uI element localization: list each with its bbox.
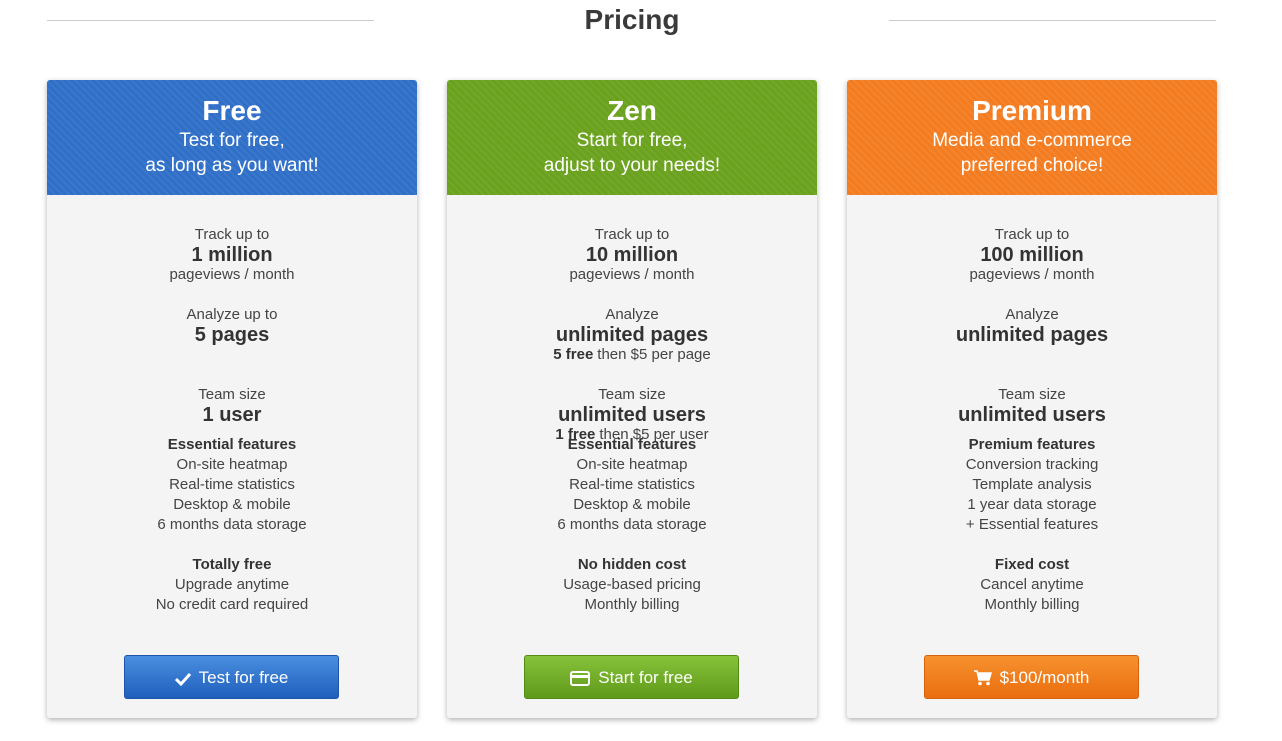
quota: Team size unlimited users 1 free then $5 pe… — [447, 355, 817, 443]
feature-item: No credit card required — [155, 596, 309, 613]
feature-group-title: Essential features — [567, 436, 697, 453]
quota-note-text: then $5 per page — [597, 346, 711, 363]
plan-tagline: Test for free, — [179, 130, 285, 151]
plan-header: Free Test for free, as long as you want! — [47, 80, 417, 195]
quota-value: 1 million — [191, 244, 273, 266]
plan-tagline: Media and e-commerce — [932, 130, 1132, 151]
feature-group: Essential features On-site heatmap Real-ti… — [447, 435, 817, 555]
plan-tagline: as long as you want! — [145, 155, 319, 176]
title-rule — [889, 20, 1216, 21]
plan-card: Premium Media and e-commerce preferred cho… — [847, 80, 1217, 718]
page-title: Pricing — [584, 4, 680, 35]
feature-item: On-site heatmap — [576, 456, 688, 473]
button-icon — [973, 670, 992, 686]
feature-group: Totally free Upgrade anytime No credit car… — [47, 555, 417, 635]
quota-note-text: then $5 per user — [599, 426, 709, 443]
plan-tagline: preferred choice! — [960, 155, 1104, 176]
feature-item: Real-time statistics — [569, 476, 695, 493]
feature-group: Premium features Conversion tracking Templ… — [847, 435, 1217, 555]
feature-group-title: Essential features — [167, 436, 297, 453]
quota-value: unlimited pages — [555, 324, 709, 346]
quota-label: Team size — [998, 386, 1066, 403]
quota-note: pageviews / month — [47, 265, 417, 285]
plan-button[interactable]: Start for free — [524, 655, 739, 699]
button-icon — [570, 671, 591, 686]
plan-name: Free — [202, 95, 262, 126]
quota-value: 100 million — [980, 244, 1084, 266]
button-icon — [174, 672, 191, 687]
quota: Team size unlimited users — [847, 355, 1217, 435]
quota-label: Team size — [198, 386, 266, 403]
plan-card: Zen Start for free, adjust to your needs! T… — [447, 80, 817, 718]
feature-item: Monthly billing — [584, 596, 680, 613]
quota-value: 1 user — [202, 404, 262, 426]
quota-value: unlimited users — [958, 404, 1106, 426]
quota-label: Analyze — [605, 306, 659, 323]
feature-group-title: Premium features — [968, 436, 1096, 453]
quota-label: Analyze — [1005, 306, 1059, 323]
feature-item: Usage-based pricing — [563, 576, 701, 593]
quota-note-bold: 1 free — [555, 426, 596, 443]
plan-header: Premium Media and e-commerce preferred cho… — [847, 80, 1217, 195]
plan-button-label: Start for free — [598, 668, 693, 687]
plan-card: Free Test for free, as long as you want! Tr… — [47, 80, 417, 718]
feature-item: Desktop & mobile — [573, 496, 691, 513]
quota: Team size 1 user — [47, 355, 417, 435]
feature-group-title: Fixed cost — [994, 556, 1070, 573]
quota-value: unlimited pages — [955, 324, 1109, 346]
quota-label: Team size — [598, 386, 666, 403]
feature-group-title: No hidden cost — [577, 556, 687, 573]
plan-button[interactable]: $100/month — [924, 655, 1139, 699]
quota-label: Track up to — [594, 226, 670, 243]
quota-value: 10 million — [585, 244, 679, 266]
plan-button[interactable]: Test for free — [124, 655, 339, 699]
quota-label: Analyze up to — [186, 306, 278, 323]
quota: Analyze unlimited pages 5 free then $5 per … — [447, 275, 817, 363]
feature-item: Cancel anytime — [980, 576, 1084, 593]
quota-note: pageviews / month — [447, 265, 817, 285]
quota-value: 5 pages — [194, 324, 270, 346]
quota-note: 5 free then $5 per page — [447, 345, 817, 365]
title-rule — [47, 20, 374, 21]
feature-item: Real-time statistics — [169, 476, 295, 493]
quota: Track up to 1 million pageviews / month — [47, 195, 417, 283]
feature-item: Conversion tracking — [965, 456, 1099, 473]
feature-item: Template analysis — [972, 476, 1092, 493]
plan-button-label: Test for free — [198, 668, 289, 687]
feature-group: No hidden cost Usage-based pricing Monthly… — [447, 555, 817, 635]
quota-note-text: pageviews / month — [969, 266, 1095, 283]
quota-note: 1 free then $5 per user — [447, 425, 817, 445]
feature-group: Fixed cost Cancel anytime Monthly billing — [847, 555, 1217, 635]
feature-item: Desktop & mobile — [173, 496, 291, 513]
quota-note-bold: 5 free — [553, 346, 594, 363]
quota-value: unlimited users — [558, 404, 706, 426]
quota: Analyze unlimited pages — [847, 275, 1217, 355]
quota-label: Track up to — [194, 226, 270, 243]
quota: Track up to 100 million pageviews / month — [847, 195, 1217, 283]
plan-tagline: Start for free, — [576, 130, 688, 151]
quota-note-text: pageviews / month — [569, 266, 695, 283]
feature-item: On-site heatmap — [176, 456, 288, 473]
feature-item: + Essential features — [965, 516, 1099, 533]
feature-item: Upgrade anytime — [174, 576, 290, 593]
plan-header: Zen Start for free, adjust to your needs! — [447, 80, 817, 195]
quota-label: Track up to — [994, 226, 1070, 243]
plan-name: Premium — [972, 95, 1092, 126]
quota-note-text: pageviews / month — [169, 266, 295, 283]
quota: Track up to 10 million pageviews / month — [447, 195, 817, 283]
quota-note: pageviews / month — [847, 265, 1217, 285]
feature-group: Essential features On-site heatmap Real-ti… — [47, 435, 417, 555]
plan-tagline: adjust to your needs! — [543, 155, 721, 176]
quota: Analyze up to 5 pages — [47, 275, 417, 355]
feature-item: Monthly billing — [984, 596, 1080, 613]
plan-button-label: $100/month — [999, 668, 1090, 687]
feature-item: 6 months data storage — [157, 516, 307, 533]
feature-item: 6 months data storage — [557, 516, 707, 533]
feature-item: 1 year data storage — [967, 496, 1097, 513]
feature-group-title: Totally free — [192, 556, 272, 573]
plan-name: Zen — [607, 95, 657, 126]
